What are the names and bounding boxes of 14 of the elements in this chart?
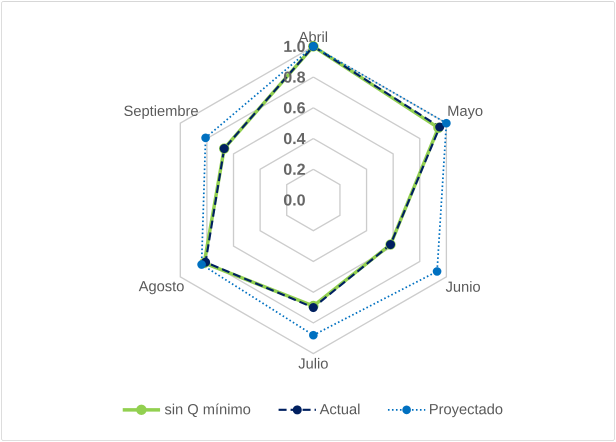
spoke-label: Junio [446, 281, 480, 292]
y-tick-label: 0.6 [284, 102, 305, 114]
y-tick-label: 0.4 [284, 132, 306, 144]
spoke-label: Julio [298, 358, 328, 369]
spoke-label: Septiembre [124, 105, 198, 119]
y-tick-label: 0.2 [284, 164, 305, 175]
legend-label: sin Q mínimo [164, 403, 250, 418]
y-tick-label: 0.0 [284, 194, 305, 206]
spoke-label: Abril [298, 31, 328, 42]
spoke-label: Mayo [448, 106, 482, 119]
legend-label: Proyectado [430, 404, 502, 418]
y-tick-label: 1.0 [284, 40, 305, 52]
legend-label: Actual [320, 404, 360, 414]
spoke-label: Agosto [138, 281, 184, 294]
